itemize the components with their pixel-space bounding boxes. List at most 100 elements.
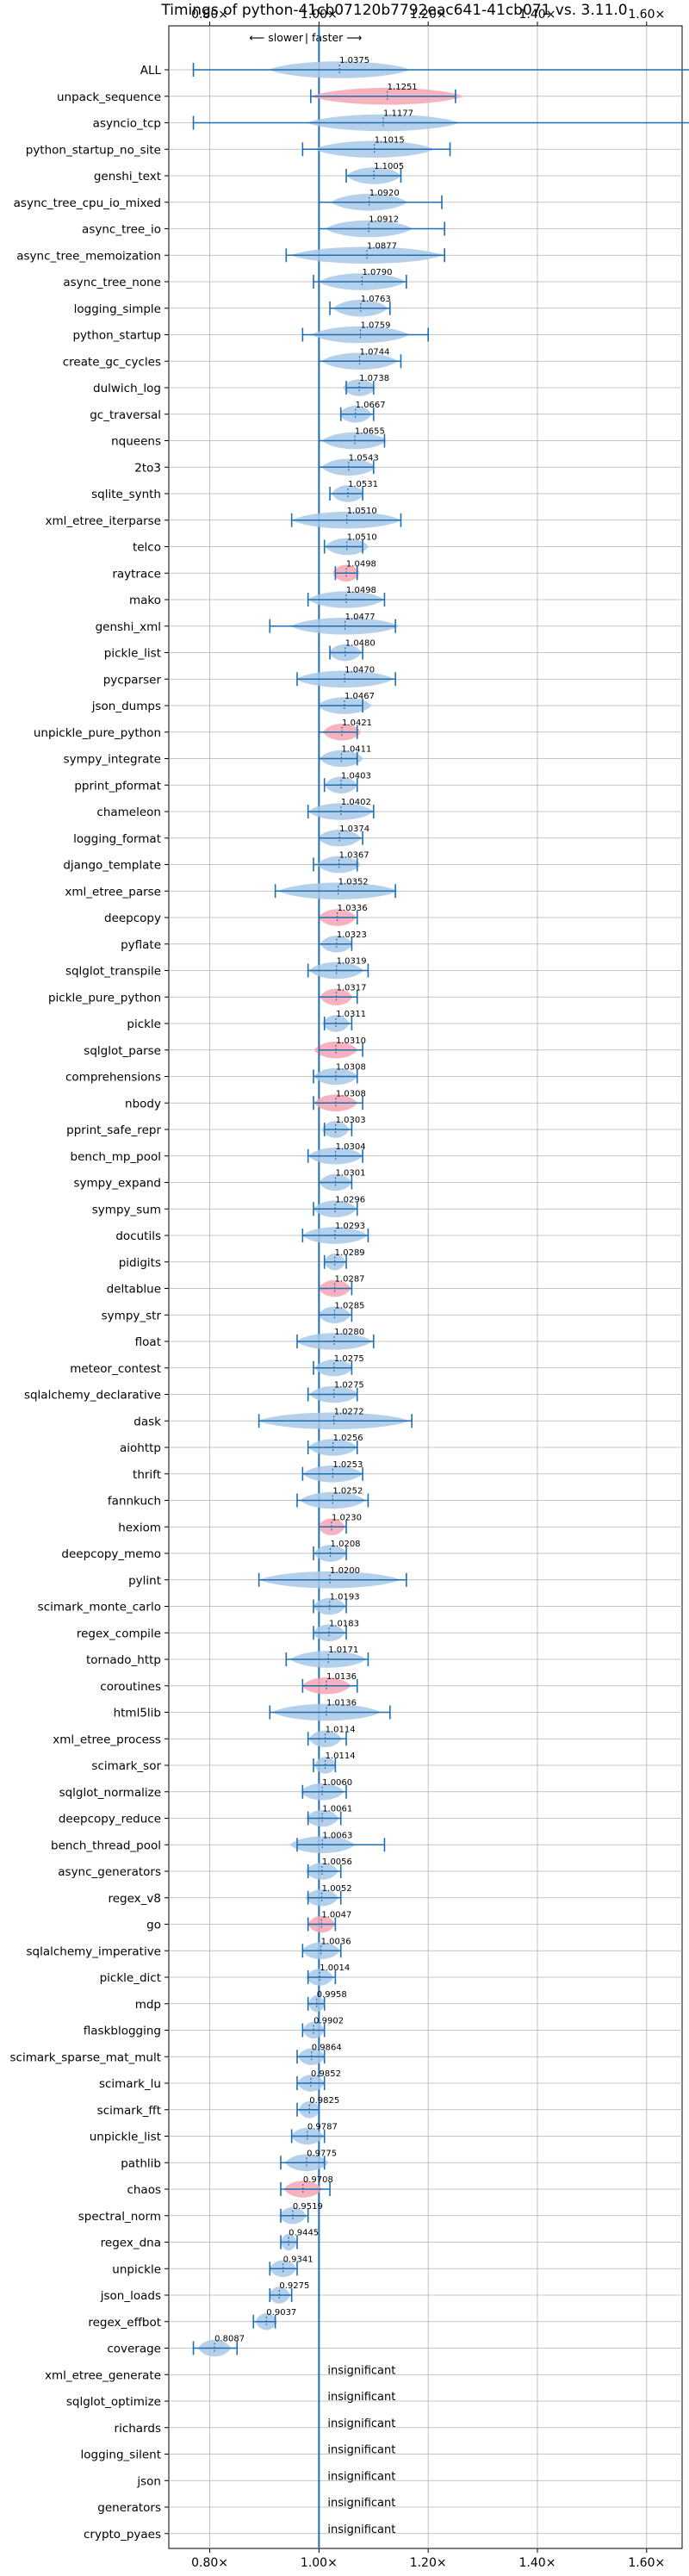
x-tick-label-bottom: 0.80×	[191, 2556, 228, 2570]
value-label: 1.0323	[337, 930, 367, 940]
value-label: 1.0193	[330, 1593, 360, 1602]
benchmark-label: json_dumps	[91, 700, 161, 713]
value-label: 0.9864	[312, 2043, 342, 2052]
value-label: 1.0063	[322, 1831, 352, 1840]
benchmark-label: sqlglot_transpile	[65, 965, 161, 979]
benchmark-label: genshi_xml	[96, 620, 161, 634]
benchmark-label: python_startup	[72, 329, 161, 343]
benchmark-label: comprehensions	[65, 1071, 161, 1085]
x-tick-label-bottom: 1.60×	[628, 2556, 665, 2570]
benchmark-label: dulwich_log	[93, 382, 161, 395]
benchmark-label: python_startup_no_site	[26, 143, 161, 157]
benchmark-label: raytrace	[112, 567, 161, 581]
benchmark-label: xml_etree_generate	[45, 2368, 161, 2382]
value-label: 0.9519	[293, 2202, 323, 2212]
value-label: 0.9445	[289, 2229, 319, 2238]
value-label: 1.0319	[337, 957, 367, 967]
benchmark-label: hexiom	[118, 1521, 161, 1534]
benchmark-label: dask	[133, 1415, 161, 1428]
benchmark-label: regex_effbot	[88, 2316, 161, 2330]
benchmark-label: logging_format	[73, 832, 161, 846]
benchmark-label: sqlglot_optimize	[66, 2395, 161, 2409]
value-label: 1.0912	[369, 215, 399, 225]
benchmark-label: async_tree_none	[63, 276, 161, 289]
x-tick-label-top: 1.40×	[519, 8, 556, 22]
insignificant-label: insignificant	[327, 2523, 395, 2536]
benchmark-label: mdp	[135, 1998, 161, 2012]
value-label: 1.0477	[345, 613, 376, 622]
benchmark-label: pylint	[128, 1574, 161, 1588]
benchmark-label: richards	[115, 2422, 161, 2436]
value-label: 1.0744	[360, 347, 390, 357]
value-label: 1.0171	[328, 1646, 358, 1655]
value-label: 1.1177	[383, 109, 413, 119]
benchmark-label: sqlalchemy_imperative	[27, 1944, 162, 1958]
benchmark-label: async_generators	[58, 1865, 161, 1879]
value-label: 1.1015	[375, 135, 405, 145]
benchmark-label: xml_etree_process	[53, 1733, 161, 1746]
benchmark-label: pprint_pformat	[74, 779, 161, 793]
value-label: 1.0136	[326, 1699, 357, 1708]
direction-indicator: ⟵ slower | faster ⟶	[249, 31, 362, 44]
value-label: 1.0411	[341, 745, 371, 755]
benchmark-label: ALL	[140, 64, 162, 78]
value-label: 1.0336	[338, 904, 368, 913]
insignificant-label: insignificant	[327, 2417, 395, 2430]
benchmark-label: generators	[97, 2501, 161, 2515]
value-label: 1.0061	[322, 1805, 352, 1814]
value-label: 1.0510	[347, 507, 377, 516]
benchmark-label: create_gc_cycles	[63, 355, 161, 369]
direction-slower-label: ⟵ slower	[249, 31, 303, 44]
value-label: 1.0275	[334, 1354, 364, 1364]
benchmark-label: pprint_safe_repr	[66, 1123, 161, 1137]
x-tick-label-top: 0.80×	[191, 8, 228, 22]
value-label: 0.9037	[266, 2308, 296, 2318]
value-label: 1.0287	[335, 1275, 365, 1285]
insignificant-label: insignificant	[327, 2497, 395, 2510]
value-label: 1.0230	[332, 1513, 362, 1522]
benchmark-label: sympy_sum	[92, 1203, 161, 1216]
benchmark-label: pickle_pure_python	[48, 991, 161, 1005]
benchmark-label: regex_v8	[108, 1892, 161, 1906]
benchmark-label: json	[136, 2474, 161, 2488]
value-label: 1.0056	[322, 1857, 352, 1867]
value-label: 1.0303	[336, 1116, 366, 1125]
insignificant-label: insignificant	[327, 2391, 395, 2404]
benchmark-label: float	[135, 1335, 161, 1349]
value-label: 1.0289	[335, 1248, 365, 1258]
direction-faster-label: faster ⟶	[312, 31, 362, 44]
benchmark-label: deepcopy	[104, 912, 161, 925]
value-label: 1.0256	[333, 1434, 363, 1443]
value-label: 1.0317	[336, 983, 366, 992]
value-label: 1.0272	[334, 1407, 364, 1416]
benchmark-label: telco	[133, 541, 161, 555]
value-label: 1.0790	[362, 268, 392, 277]
insignificant-label: insignificant	[327, 2444, 395, 2457]
value-label: 1.0036	[321, 1937, 351, 1946]
benchmark-label: docutils	[115, 1229, 161, 1243]
benchmark-label: aiohttp	[120, 1441, 161, 1455]
x-tick-label-bottom: 1.40×	[519, 2556, 556, 2570]
benchmark-label: pyflate	[121, 938, 161, 952]
benchmark-label: nqueens	[111, 435, 161, 449]
benchmark-label: sympy_str	[102, 1309, 162, 1322]
benchmark-label: fannkuch	[108, 1495, 161, 1509]
value-label: 1.0920	[369, 189, 400, 198]
x-tick-label-bottom: 1.00×	[301, 2556, 338, 2570]
benchmark-label: genshi_text	[94, 170, 161, 184]
value-label: 1.1005	[374, 162, 404, 171]
benchmark-label: spectral_norm	[78, 2210, 161, 2224]
plot-frame	[168, 25, 683, 2549]
value-label: 0.9958	[317, 1990, 347, 2000]
x-tick-label-bottom: 1.20×	[410, 2556, 447, 2570]
value-label: 1.0280	[334, 1328, 364, 1337]
value-label: 1.0402	[341, 798, 371, 807]
benchmark-label: xml_etree_iterparse	[46, 514, 162, 528]
benchmark-label: pathlib	[121, 2156, 161, 2170]
benchmark-label: async_tree_cpu_io_mixed	[14, 196, 161, 210]
value-label: 1.0060	[322, 1778, 352, 1788]
benchmark-label: unpickle	[112, 2262, 161, 2276]
value-label: 1.1251	[388, 83, 418, 92]
benchmark-label: async_tree_io	[82, 223, 161, 237]
